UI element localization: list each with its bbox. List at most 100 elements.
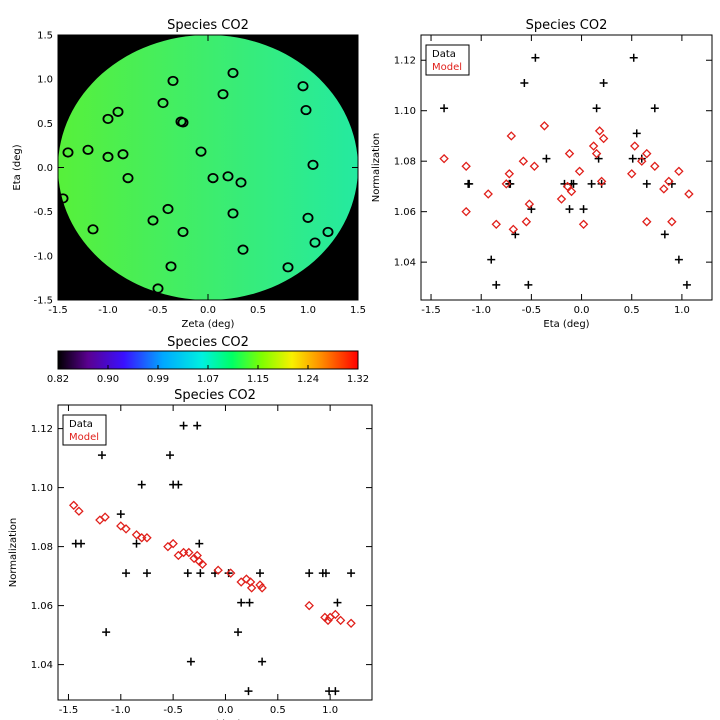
x-tick-label: -1.0	[111, 705, 131, 716]
data-point	[569, 179, 578, 188]
data-point	[565, 205, 574, 214]
data-point	[122, 569, 131, 578]
model-point	[74, 506, 84, 516]
model-point	[596, 176, 607, 187]
legend-box	[425, 44, 470, 76]
data-point	[597, 179, 606, 188]
data-point	[642, 179, 651, 188]
data-point	[587, 179, 596, 188]
y-tick-label: 1.06	[31, 601, 53, 612]
aperture-marker	[309, 237, 321, 248]
colorbar-title: Species CO2	[167, 335, 249, 350]
legend-entry-data: Data	[432, 49, 456, 60]
model-point	[566, 186, 577, 197]
model-point	[642, 148, 652, 159]
x-tick-label: 0.5	[270, 705, 286, 716]
model-point	[562, 181, 573, 192]
model-point	[506, 131, 517, 141]
data-point	[637, 154, 646, 163]
model-point	[518, 156, 529, 166]
model-point	[684, 189, 694, 199]
y-tick-label: -0.5	[33, 207, 53, 218]
model-point	[323, 615, 333, 626]
y-tick-label: 1.04	[394, 258, 416, 269]
x-tick-label: -1.5	[59, 705, 79, 716]
colorbar-tick-label: 0.82	[47, 374, 69, 385]
model-point	[225, 568, 236, 578]
y-axis-label: Eta (deg)	[12, 144, 23, 190]
data-point	[132, 539, 141, 548]
model-point	[524, 199, 535, 209]
y-tick-label: 1.04	[31, 660, 53, 671]
model-point	[116, 521, 126, 531]
model-point	[304, 600, 314, 611]
data-point	[116, 510, 125, 519]
data-point	[179, 421, 188, 430]
aperture-marker	[207, 173, 219, 184]
aperture-marker	[165, 261, 177, 272]
y-tick-label: 0.5	[37, 119, 53, 130]
model-point	[630, 141, 640, 151]
model-point	[667, 217, 677, 227]
normalization-vs-eta-panel: Species CO2 -1.5 -1.0 -0.5 0.0 0.5 1.0 1.04 1.06…	[371, 18, 713, 330]
model-point	[642, 217, 652, 227]
aperture-marker	[122, 173, 134, 184]
model-point	[335, 615, 346, 626]
model-point	[121, 524, 131, 534]
y-tick-label: 1.08	[394, 157, 416, 168]
model-point	[197, 559, 208, 570]
data-point	[660, 230, 669, 239]
model-point	[508, 224, 519, 235]
data-point	[465, 179, 474, 188]
model-point	[504, 169, 515, 179]
data-point	[674, 255, 683, 264]
model-point	[189, 553, 199, 564]
data-point	[77, 539, 86, 548]
x-axis-label: Zeta (deg)	[182, 319, 235, 330]
data-point	[347, 569, 356, 578]
model-point	[461, 161, 471, 171]
plot-area	[58, 405, 372, 700]
model-point	[637, 156, 647, 166]
aperture-marker	[82, 144, 94, 155]
model-point	[142, 533, 152, 543]
data-point	[244, 687, 253, 696]
data-point	[193, 421, 202, 430]
y-tick-label: 1.06	[394, 207, 416, 218]
model-point	[246, 583, 257, 593]
species-map-panel: Species CO2 -1.5 -1.0 -0.5 0.0 0.5 1.0 1.5 -1.5 -…	[12, 18, 366, 330]
aperture-marker	[102, 151, 114, 162]
data-point	[599, 78, 608, 87]
x-tick-label: 0.5	[624, 305, 640, 316]
model-point	[578, 219, 589, 230]
data-point	[137, 480, 146, 489]
data-point	[102, 628, 111, 637]
data-point	[628, 154, 637, 163]
data-point	[682, 280, 691, 289]
model-point	[521, 217, 532, 227]
data-point	[440, 104, 449, 113]
aperture-marker	[195, 146, 207, 157]
aperture-marker	[322, 226, 334, 238]
y-axis-label: Normalization	[371, 133, 382, 203]
y-tick-label: 1.10	[394, 106, 416, 117]
data-point	[174, 480, 183, 489]
model-point	[68, 500, 79, 511]
model-point	[439, 153, 449, 164]
model-point	[483, 189, 493, 199]
data-point	[632, 129, 641, 138]
aperture-marker	[300, 104, 312, 116]
y-tick-label: -1.5	[33, 296, 53, 307]
model-point	[594, 126, 605, 136]
aperture-marker	[217, 89, 229, 100]
model-point	[674, 166, 684, 177]
y-tick-label: 1.0	[37, 75, 53, 86]
data-point	[331, 687, 340, 696]
x-tick-label: -1.0	[471, 305, 491, 316]
legend-entry-model: Model	[432, 62, 462, 73]
data-point	[629, 53, 638, 62]
x-tick-label: 1.0	[322, 705, 338, 716]
colorbar-tick-label: 1.24	[297, 374, 319, 385]
y-tick-label: 1.08	[31, 542, 53, 553]
aperture-marker	[302, 212, 314, 223]
